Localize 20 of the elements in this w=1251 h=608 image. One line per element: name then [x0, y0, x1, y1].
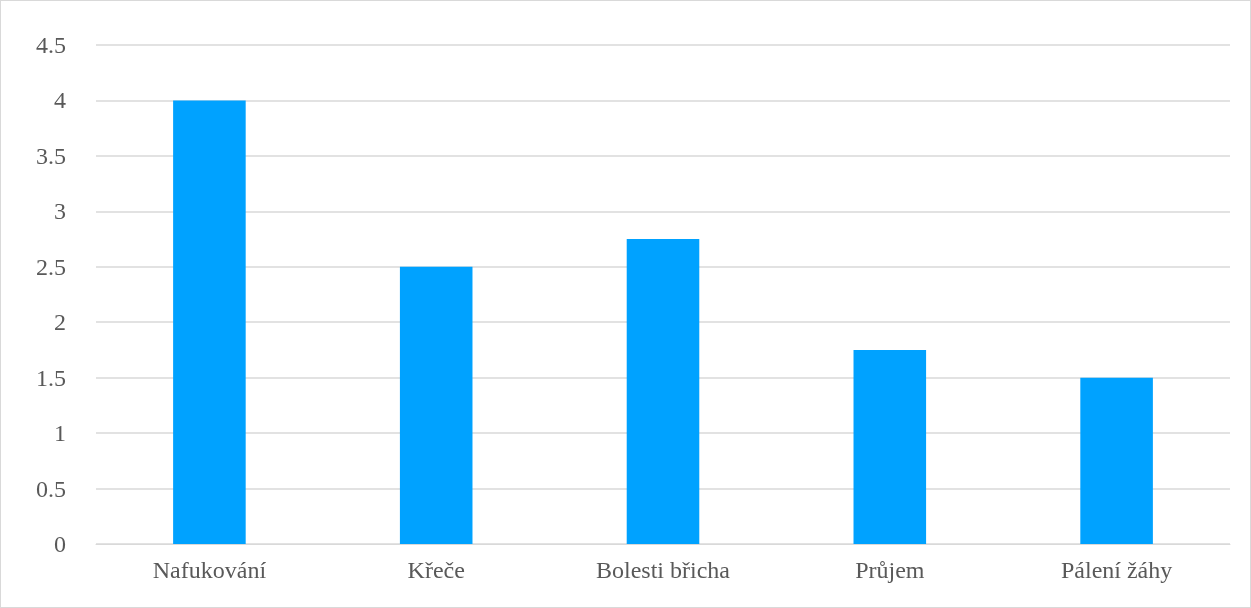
x-tick-label: Pálení žáhy — [1060, 557, 1173, 583]
bar — [626, 239, 700, 544]
bar — [853, 349, 927, 544]
x-tick-label: Křeče — [407, 557, 465, 583]
y-tick-label: 0 — [54, 531, 66, 557]
y-tick-label: 2.5 — [36, 253, 66, 280]
bar — [399, 266, 473, 544]
y-tick-label: 4.5 — [36, 32, 66, 58]
x-tick-label: Bolesti břicha — [596, 557, 731, 583]
y-tick-label: 0.5 — [36, 475, 66, 502]
y-tick-label: 2 — [54, 309, 66, 336]
x-tick-label: Nafukování — [152, 557, 267, 583]
y-tick-label: 1 — [54, 420, 66, 447]
y-tick-label: 4 — [54, 87, 66, 114]
x-tick-label: Průjem — [855, 557, 925, 583]
bar — [1080, 377, 1153, 544]
y-tick-label: 3 — [54, 198, 66, 225]
bar — [173, 100, 246, 544]
y-tick-label: 3.5 — [36, 142, 66, 169]
y-tick-label: 1.5 — [36, 364, 66, 391]
